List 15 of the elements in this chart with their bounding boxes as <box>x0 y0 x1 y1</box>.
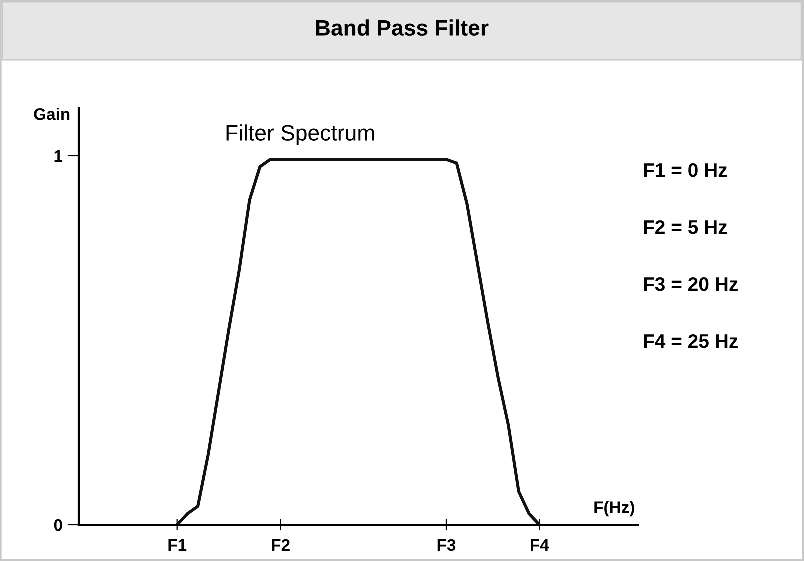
y-tick-label: 0 <box>54 519 62 532</box>
annotation: Filter Spectrum <box>226 124 374 146</box>
chart-title: Band Pass Filter <box>316 20 489 36</box>
y-axis-title: Gain <box>34 108 70 120</box>
x-tick-label: F3 <box>438 539 456 552</box>
line-series <box>176 158 542 525</box>
x-axis-title: F(Hz) <box>594 501 634 517</box>
text: F1 = 0 Hz <box>644 163 728 178</box>
y-tick-label: 1 <box>54 150 63 162</box>
x-tick-label: F1 <box>168 540 187 551</box>
x-tick-label: F4 <box>531 540 550 551</box>
text: F2 = 5 Hz <box>644 220 728 234</box>
text: F3 = 20 Hz <box>644 277 738 292</box>
text: F4 = 25 Hz <box>644 334 738 348</box>
x-tick-label: F2 <box>272 539 290 551</box>
